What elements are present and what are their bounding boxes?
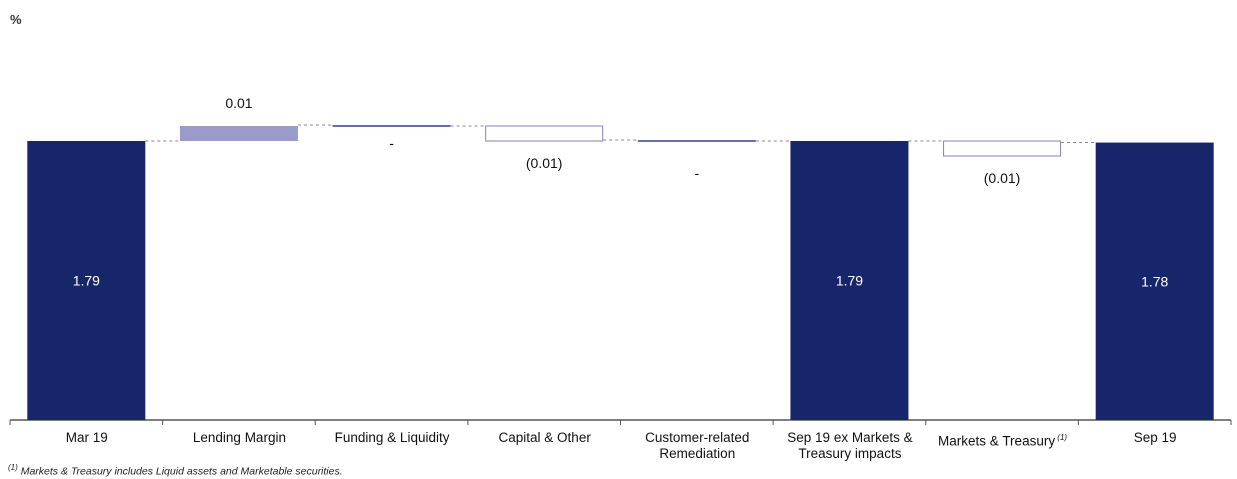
category-label-line: Customer-related <box>645 430 750 445</box>
bar-increase <box>179 126 298 141</box>
category-label-line: Lending Margin <box>192 430 286 445</box>
category-label: Customer-related Remediation <box>620 430 775 462</box>
category-label-line: Remediation <box>659 446 736 461</box>
category-label: Funding & Liquidity <box>315 430 470 446</box>
bar-flat <box>332 125 451 127</box>
data-label: 1.79 <box>73 273 100 289</box>
data-label: - <box>694 165 699 181</box>
bar-decrease <box>485 125 604 142</box>
bar-flat <box>637 140 756 142</box>
category-label-line: Capital & Other <box>498 430 591 445</box>
data-label: 1.78 <box>1141 273 1168 289</box>
data-label: 1.79 <box>836 273 863 289</box>
data-label: (0.01) <box>984 170 1021 186</box>
bar-decrease <box>943 140 1062 157</box>
category-label-line: Sep 19 <box>1133 430 1177 445</box>
category-label-line: Treasury impacts <box>798 446 902 461</box>
footnote: (1) Markets & Treasury includes Liquid a… <box>8 463 343 478</box>
category-footnote-marker: (1) <box>1055 433 1068 442</box>
data-label: (0.01) <box>526 155 563 171</box>
bar-total <box>1095 142 1214 420</box>
category-label: Sep 19 <box>1078 430 1233 446</box>
data-label: - <box>389 135 394 151</box>
category-label: Lending Margin <box>162 430 317 446</box>
bar-total <box>790 141 909 420</box>
bar-total <box>27 141 146 420</box>
footnote-text: Markets & Treasury includes Liquid asset… <box>20 465 343 478</box>
category-label: Sep 19 ex Markets & Treasury impacts <box>772 430 927 462</box>
category-label: Mar 19 <box>9 430 164 446</box>
category-label-line: Sep 19 ex Markets & <box>787 430 913 445</box>
category-label: Markets & Treasury (1) <box>925 430 1080 450</box>
category-label-line: Mar 19 <box>65 430 108 445</box>
footnote-marker: (1) <box>8 463 18 472</box>
category-label-line: Markets & Treasury <box>938 433 1056 449</box>
category-label: Capital & Other <box>467 430 622 446</box>
category-label-line: Funding & Liquidity <box>334 430 450 445</box>
unit-label: % <box>10 12 22 27</box>
data-label: 0.01 <box>225 95 252 111</box>
